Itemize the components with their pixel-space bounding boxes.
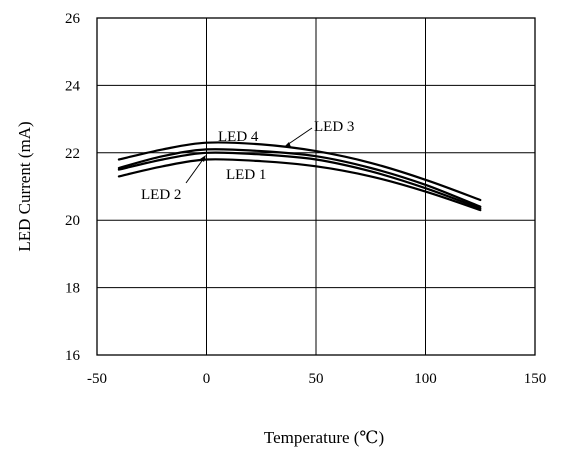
x-tick-label: 50 xyxy=(309,371,324,387)
y-tick-label: 18 xyxy=(65,281,80,297)
series-label-led-2: LED 2 xyxy=(141,187,181,203)
x-axis-title: Temperature (℃) xyxy=(264,428,384,447)
leader-line-led-2 xyxy=(185,157,205,184)
y-axis-title: LED Current (mA) xyxy=(15,121,34,251)
y-tick-label: 22 xyxy=(65,146,80,162)
series-line-led-1 xyxy=(117,158,482,212)
series-line-led-4 xyxy=(117,148,482,208)
y-tick-label: 26 xyxy=(65,11,81,27)
x-tick-label: 150 xyxy=(524,371,547,387)
arrowhead-led-3 xyxy=(284,142,291,147)
y-tick-label: 20 xyxy=(65,213,80,229)
series-layer xyxy=(117,141,482,212)
tick-labels: -50 0 50 100 150 16 18 20 22 24 26 xyxy=(65,11,546,387)
series-labels: LED 1 LED 2 LED 3 LED 4 xyxy=(141,119,354,203)
y-tick-label: 16 xyxy=(65,348,81,364)
y-tick-label: 24 xyxy=(65,78,81,94)
series-label-led-4: LED 4 xyxy=(218,129,259,145)
leader-line-led-3 xyxy=(286,127,313,146)
grid xyxy=(97,18,535,355)
x-tick-label: -50 xyxy=(87,371,107,387)
series-line-led-2 xyxy=(117,151,482,210)
arrowhead-led-2 xyxy=(200,155,206,162)
series-label-led-1: LED 1 xyxy=(226,167,266,183)
plot-frame xyxy=(96,17,536,356)
x-tick-label: 0 xyxy=(203,371,211,387)
x-tick-label: 100 xyxy=(414,371,437,387)
series-label-led-3: LED 3 xyxy=(314,119,354,135)
series-line-led-3 xyxy=(117,141,482,202)
label-leaders xyxy=(185,127,313,184)
